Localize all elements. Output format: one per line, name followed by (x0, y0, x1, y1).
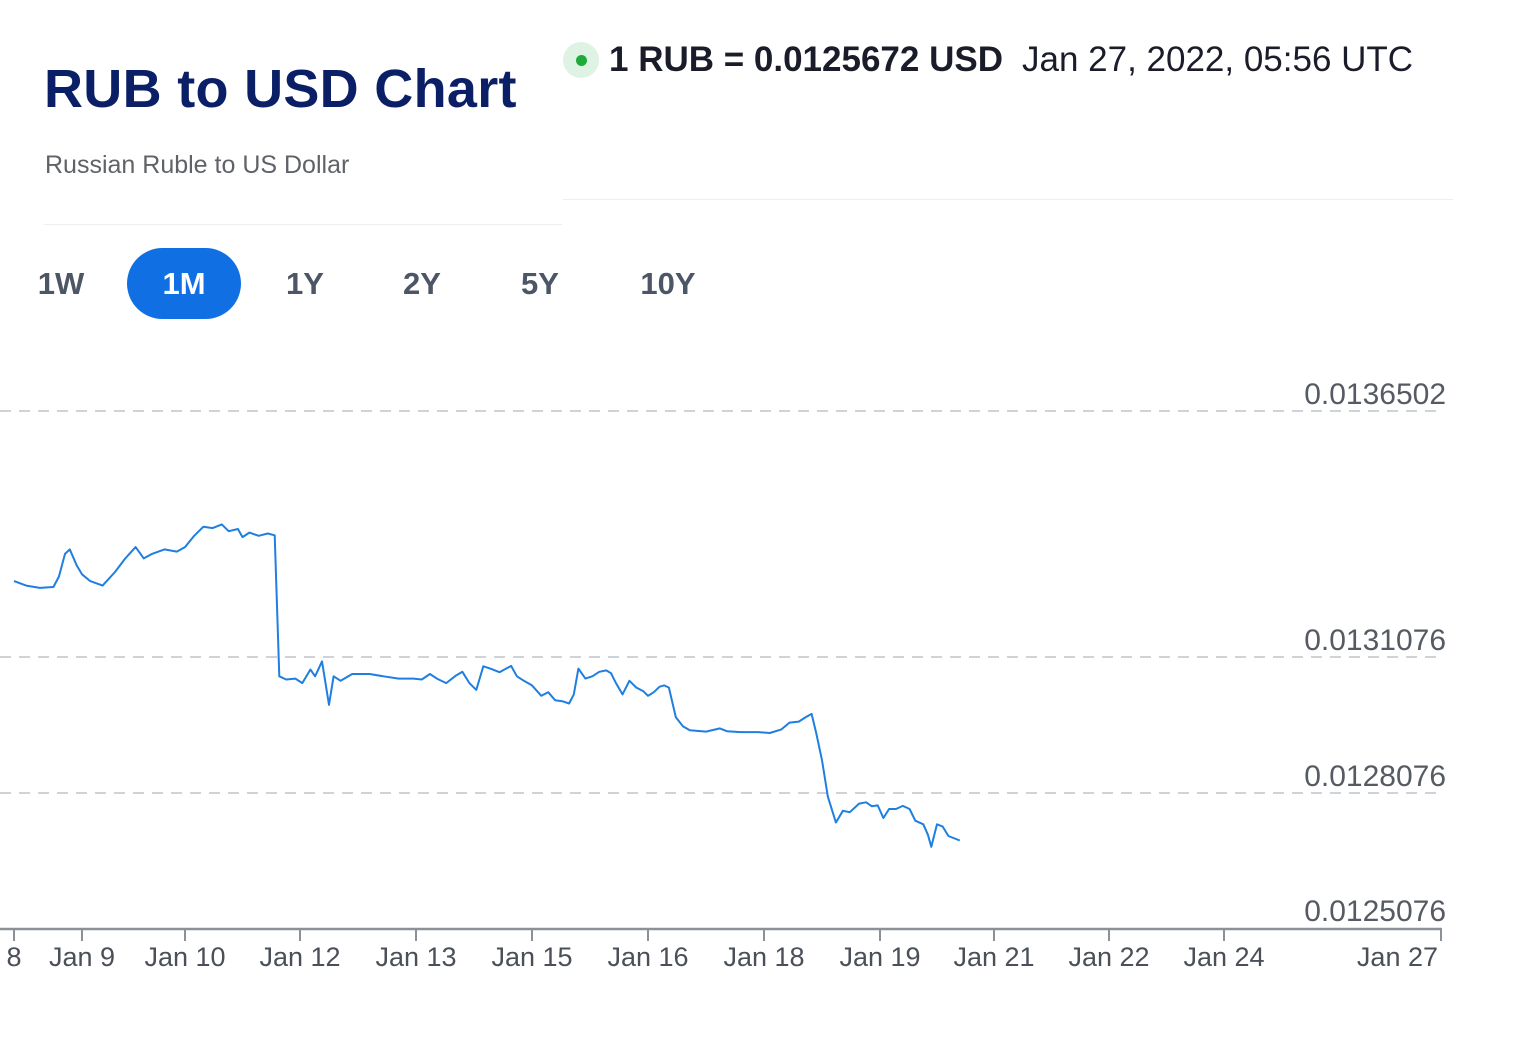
range-tab-1w[interactable]: 1W (37, 266, 85, 301)
range-tab-5y[interactable]: 5Y (521, 266, 559, 301)
x-tick-label: 8 (6, 942, 21, 972)
rate-timestamp: Jan 27, 2022, 05:56 UTC (1021, 40, 1414, 79)
header-divider (44, 224, 562, 225)
chart-x-axis: 8 Jan 9 Jan 10 Jan 12 Jan 13 Jan 15 Jan 16 Jan … (0, 927, 1442, 972)
rate-divider (563, 199, 1453, 200)
y-tick-label: 0.0131076 (1304, 624, 1446, 657)
range-tab-2y[interactable]: 2Y (403, 266, 441, 301)
time-range-tabs: 1W 1M 1Y 2Y 5Y 10Y (0, 248, 720, 319)
x-tick-label: Jan 13 (375, 942, 456, 972)
x-tick-label: Jan 22 (1068, 942, 1149, 972)
x-tick-label: Jan 9 (49, 942, 115, 972)
range-tab-1m[interactable]: 1M (127, 248, 241, 319)
rate-value: 1 RUB = 0.0125672 USD (609, 40, 1003, 79)
range-tab-1y[interactable]: 1Y (286, 266, 324, 301)
x-tick-label: Jan 18 (723, 942, 804, 972)
x-tick-label: Jan 24 (1183, 942, 1264, 972)
page-subtitle: Russian Ruble to US Dollar (45, 151, 350, 179)
rate-line-chart: 8 Jan 9 Jan 10 Jan 12 Jan 13 Jan 15 Jan 16 Jan … (0, 378, 1446, 972)
x-tick-label: Jan 21 (953, 942, 1034, 972)
chart-gridlines (0, 410, 1442, 794)
x-tick-label: Jan 27 (1357, 942, 1438, 972)
x-tick-label: Jan 15 (491, 942, 572, 972)
y-tick-label: 0.0125076 (1304, 895, 1446, 928)
live-status-icon (563, 42, 599, 78)
x-tick-label: Jan 12 (259, 942, 340, 972)
current-rate: 1 RUB = 0.0125672 USD Jan 27, 2022, 05:5… (563, 38, 1413, 82)
chart-labels: 0.0136502 0.0131076 0.0128076 0.0125076 (1304, 378, 1446, 928)
x-tick-label: Jan 16 (607, 942, 688, 972)
rate-series-line (13, 523, 961, 848)
chart-line-series (13, 523, 961, 848)
x-tick-label: Jan 10 (144, 942, 225, 972)
page-title: RUB to USD Chart (44, 59, 517, 119)
range-tab-10y[interactable]: 10Y (640, 266, 696, 301)
y-tick-label: 0.0136502 (1304, 378, 1446, 411)
y-tick-label: 0.0128076 (1304, 760, 1446, 793)
x-tick-label: Jan 19 (839, 942, 920, 972)
